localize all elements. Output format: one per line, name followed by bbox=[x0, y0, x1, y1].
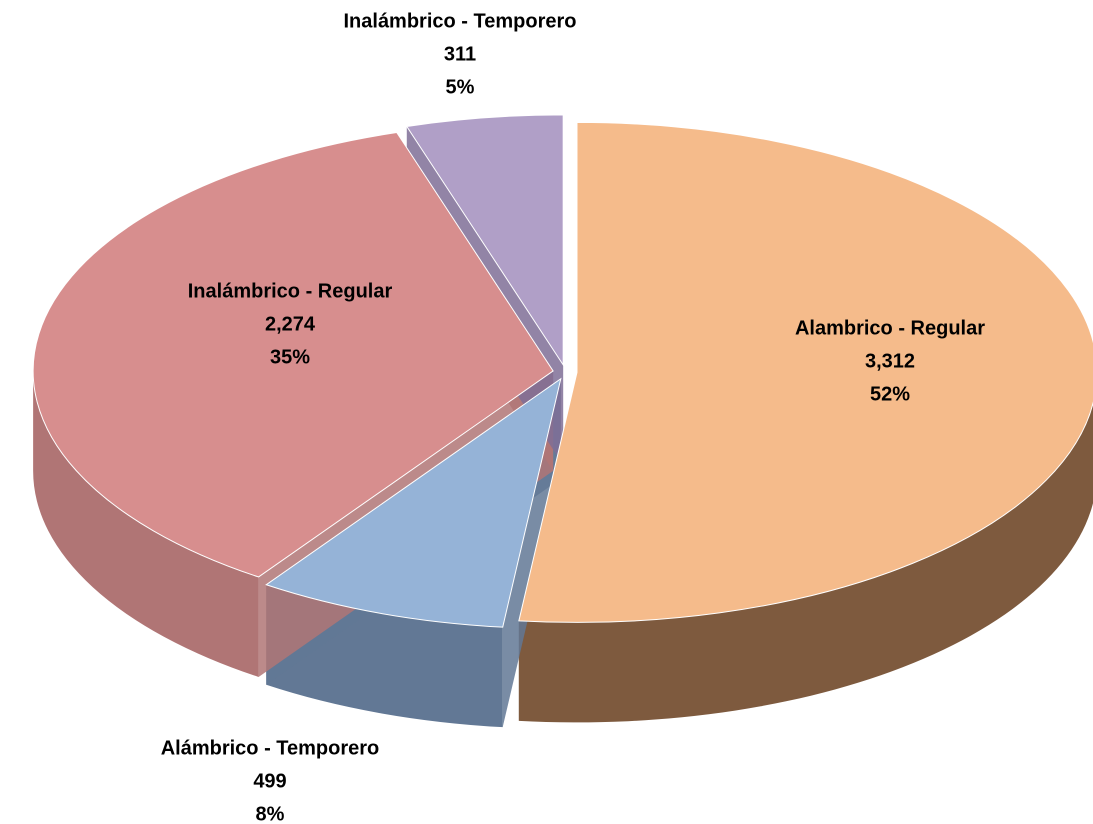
slice-side bbox=[518, 402, 1093, 723]
slice-label: Alámbrico - Temporero bbox=[161, 737, 380, 759]
slice-value: 3,312 bbox=[865, 350, 915, 372]
slice-value: 2,274 bbox=[265, 313, 316, 335]
slice-percent: 52% bbox=[870, 383, 910, 405]
slice-label: Inalámbrico - Temporero bbox=[343, 10, 576, 32]
slice-value: 499 bbox=[253, 770, 286, 792]
slice-label: Inalámbrico - Regular bbox=[188, 280, 393, 302]
slice-side bbox=[33, 370, 259, 677]
slice-label: Alambrico - Regular bbox=[795, 317, 985, 339]
slice bbox=[32, 131, 554, 578]
slice-percent: 35% bbox=[270, 346, 310, 368]
slice bbox=[405, 114, 564, 367]
slice bbox=[265, 377, 562, 628]
slice-value: 311 bbox=[444, 43, 476, 65]
slice bbox=[518, 121, 1093, 623]
slice-percent: 8% bbox=[256, 803, 285, 824]
slice-percent: 5% bbox=[446, 76, 475, 98]
